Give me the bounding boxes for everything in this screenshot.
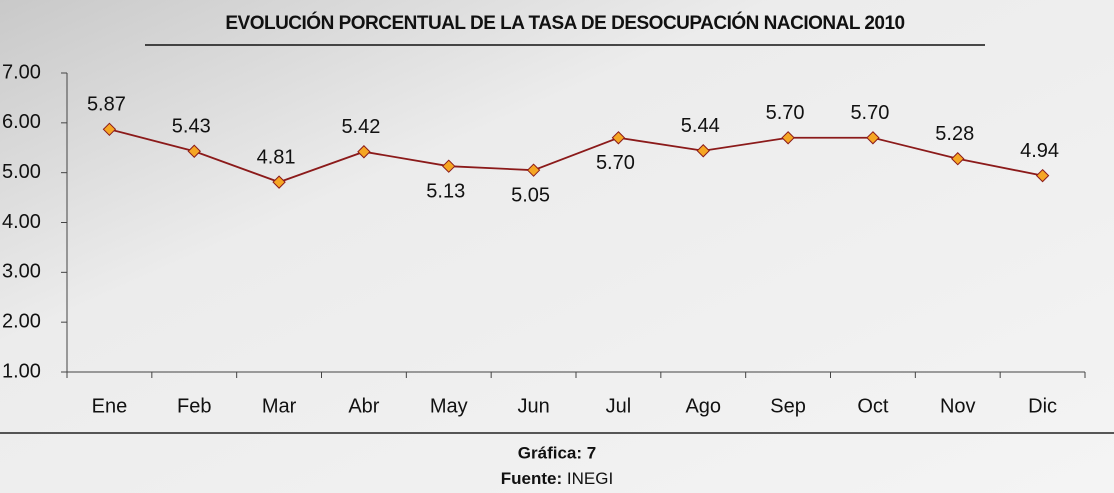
- data-label: 4.81: [257, 146, 296, 168]
- y-tick-label: 3.00: [2, 261, 41, 283]
- y-tick-label: 4.00: [2, 211, 41, 233]
- y-tick-label: 6.00: [2, 111, 41, 133]
- y-tick-label: 7.00: [2, 61, 41, 83]
- data-label: 5.44: [681, 115, 720, 137]
- y-tick-label: 2.00: [2, 310, 41, 332]
- x-tick-label: Mar: [262, 395, 297, 417]
- x-tick-label: Ago: [685, 395, 721, 417]
- source-name: INEGI: [567, 469, 613, 488]
- x-tick-label: Nov: [940, 395, 976, 417]
- chart: EVOLUCIÓN PORCENTUAL DE LA TASA DE DESOC…: [0, 0, 1114, 493]
- x-tick-label: Oct: [857, 395, 889, 417]
- data-label: 5.43: [172, 116, 211, 138]
- x-tick-label: Jun: [517, 395, 549, 417]
- data-label: 5.13: [426, 180, 465, 202]
- x-tick-label: Sep: [770, 395, 806, 417]
- data-label: 5.28: [935, 123, 974, 145]
- x-tick-label: Dic: [1028, 395, 1057, 417]
- y-tick-label: 1.00: [2, 360, 41, 382]
- data-label: 5.70: [850, 102, 889, 124]
- data-label: 5.70: [766, 102, 805, 124]
- y-tick-label: 5.00: [2, 161, 41, 183]
- data-label: 5.87: [87, 94, 126, 116]
- background: [0, 0, 1114, 493]
- source: Fuente: INEGI: [501, 469, 613, 488]
- chart-title: EVOLUCIÓN PORCENTUAL DE LA TASA DE DESOC…: [225, 12, 904, 34]
- x-tick-label: Abr: [348, 395, 379, 417]
- x-tick-label: Feb: [177, 395, 211, 417]
- data-label: 4.94: [1020, 140, 1059, 162]
- data-label: 5.70: [596, 152, 635, 174]
- x-tick-label: May: [430, 395, 468, 417]
- data-label: 5.42: [341, 116, 380, 138]
- data-label: 5.05: [511, 184, 550, 206]
- x-tick-label: Ene: [92, 395, 128, 417]
- x-tick-label: Jul: [606, 395, 632, 417]
- source-label: Fuente:: [501, 469, 562, 488]
- caption: Gráfica: 7: [518, 443, 596, 462]
